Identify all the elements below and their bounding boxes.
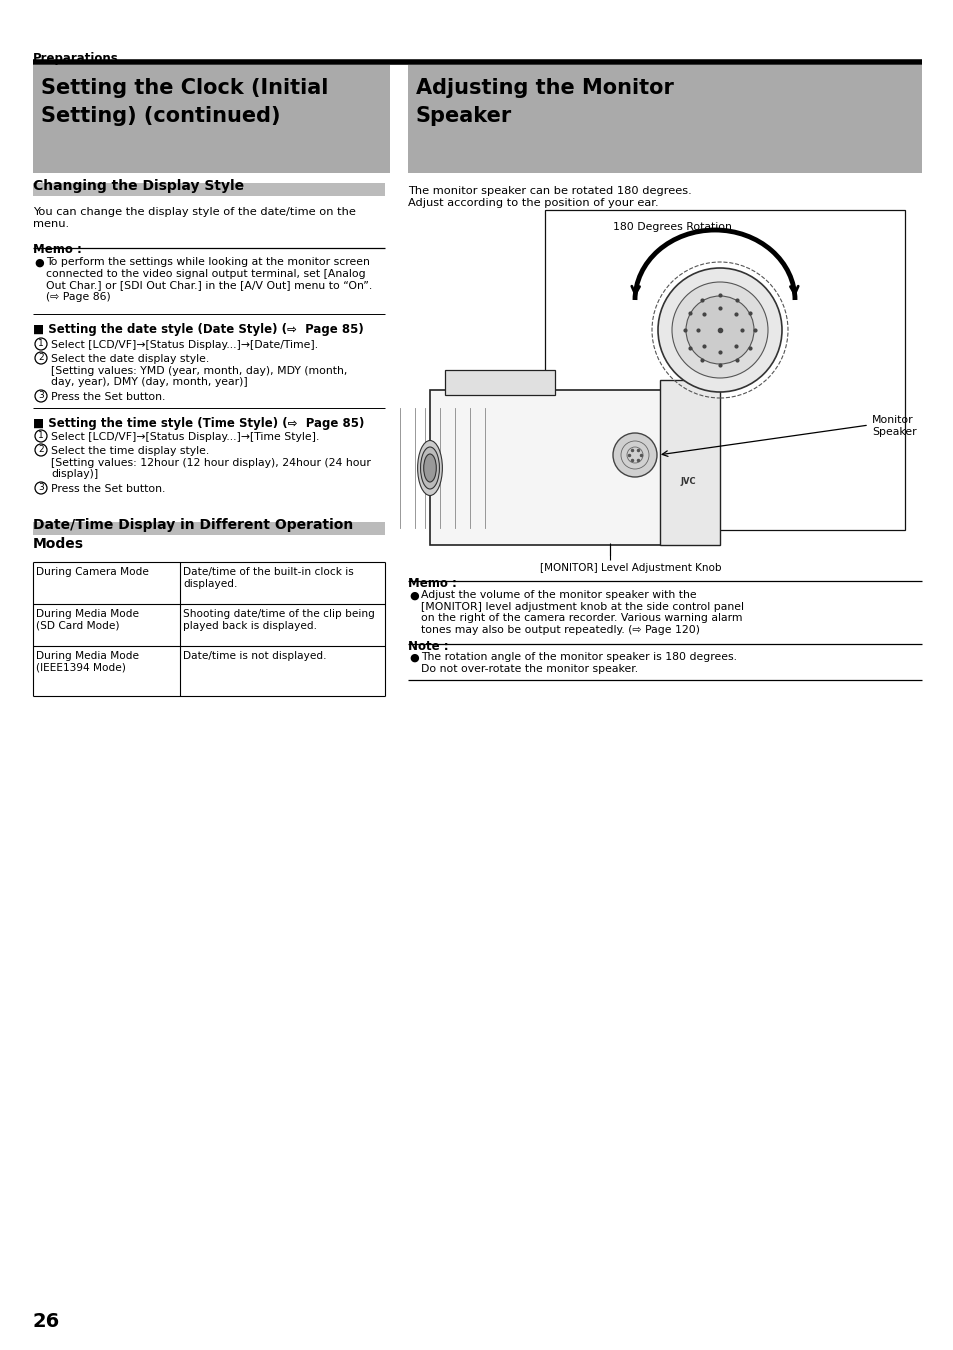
Text: ■ Setting the time style (Time Style) (⇨  Page 85): ■ Setting the time style (Time Style) (⇨… xyxy=(33,417,364,431)
Text: Memo :: Memo : xyxy=(408,576,456,590)
Bar xyxy=(444,370,555,396)
Circle shape xyxy=(35,390,47,402)
Ellipse shape xyxy=(423,454,436,482)
Bar xyxy=(33,522,385,535)
Circle shape xyxy=(613,433,657,477)
Text: JVC: JVC xyxy=(679,477,695,486)
Circle shape xyxy=(35,431,47,441)
Text: 2: 2 xyxy=(38,354,44,363)
Circle shape xyxy=(35,338,47,350)
Text: 3: 3 xyxy=(38,392,44,401)
Text: Monitor
Speaker: Monitor Speaker xyxy=(871,414,916,436)
Text: The monitor speaker can be rotated 180 degrees.
Adjust according to the position: The monitor speaker can be rotated 180 d… xyxy=(408,186,691,208)
Bar xyxy=(408,65,921,173)
Text: Memo :: Memo : xyxy=(33,243,82,256)
Text: Date/Time Display in Different Operation: Date/Time Display in Different Operation xyxy=(33,518,353,532)
Text: Press the Set button.: Press the Set button. xyxy=(51,485,165,494)
Circle shape xyxy=(685,296,753,364)
Text: Note :: Note : xyxy=(408,640,448,653)
Text: ■ Setting the date style (Date Style) (⇨  Page 85): ■ Setting the date style (Date Style) (⇨… xyxy=(33,323,363,336)
Text: Shooting date/time of the clip being
played back is displayed.: Shooting date/time of the clip being pla… xyxy=(183,609,375,630)
Ellipse shape xyxy=(417,440,442,495)
Bar xyxy=(430,390,679,545)
Text: Select [LCD/VF]→[Status Display...]→[Time Style].: Select [LCD/VF]→[Status Display...]→[Tim… xyxy=(51,432,319,441)
Text: Adjust the volume of the monitor speaker with the
[MONITOR] level adjustment kno: Adjust the volume of the monitor speaker… xyxy=(420,590,743,634)
Text: Adjusting the Monitor: Adjusting the Monitor xyxy=(416,78,673,99)
Text: Preparations: Preparations xyxy=(33,53,118,65)
Text: Changing the Display Style: Changing the Display Style xyxy=(33,180,244,193)
Text: Modes: Modes xyxy=(33,537,84,551)
Text: ●: ● xyxy=(409,591,418,601)
Circle shape xyxy=(35,352,47,365)
Bar xyxy=(659,379,720,545)
Text: Setting) (continued): Setting) (continued) xyxy=(41,107,280,126)
Text: [MONITOR] Level Adjustment Knob: [MONITOR] Level Adjustment Knob xyxy=(539,563,720,572)
Text: Select [LCD/VF]→[Status Display...]→[Date/Time].: Select [LCD/VF]→[Status Display...]→[Dat… xyxy=(51,340,317,350)
Text: Date/time is not displayed.: Date/time is not displayed. xyxy=(183,651,326,661)
Bar xyxy=(33,184,385,196)
Text: Date/time of the built-in clock is
displayed.: Date/time of the built-in clock is displ… xyxy=(183,567,354,589)
Text: Press the Set button.: Press the Set button. xyxy=(51,392,165,402)
Text: 3: 3 xyxy=(38,483,44,493)
Text: During Media Mode
(SD Card Mode): During Media Mode (SD Card Mode) xyxy=(36,609,139,630)
Circle shape xyxy=(671,282,767,378)
Text: 26: 26 xyxy=(33,1312,60,1331)
Circle shape xyxy=(35,482,47,494)
Bar xyxy=(544,211,904,531)
Text: 180 Degrees Rotation: 180 Degrees Rotation xyxy=(613,221,731,232)
Text: 1: 1 xyxy=(38,339,44,348)
Ellipse shape xyxy=(420,447,439,489)
Text: Select the time display style.
[Setting values: 12hour (12 hour display), 24hour: Select the time display style. [Setting … xyxy=(51,446,371,479)
Text: To perform the settings while looking at the monitor screen
connected to the vid: To perform the settings while looking at… xyxy=(46,256,372,302)
Text: You can change the display style of the date/time on the
menu.: You can change the display style of the … xyxy=(33,207,355,228)
Text: 1: 1 xyxy=(38,432,44,440)
Text: During Camera Mode: During Camera Mode xyxy=(36,567,149,576)
Circle shape xyxy=(658,269,781,392)
Text: Speaker: Speaker xyxy=(416,107,512,126)
Text: During Media Mode
(IEEE1394 Mode): During Media Mode (IEEE1394 Mode) xyxy=(36,651,139,672)
Text: Select the date display style.
[Setting values: YMD (year, month, day), MDY (mon: Select the date display style. [Setting … xyxy=(51,354,347,387)
Circle shape xyxy=(35,444,47,456)
Text: The rotation angle of the monitor speaker is 180 degrees.
Do not over-rotate the: The rotation angle of the monitor speake… xyxy=(420,652,737,674)
Text: 2: 2 xyxy=(38,446,44,455)
Text: ●: ● xyxy=(409,653,418,663)
Text: Setting the Clock (Initial: Setting the Clock (Initial xyxy=(41,78,328,99)
Bar xyxy=(33,65,390,173)
Text: ●: ● xyxy=(34,258,44,269)
